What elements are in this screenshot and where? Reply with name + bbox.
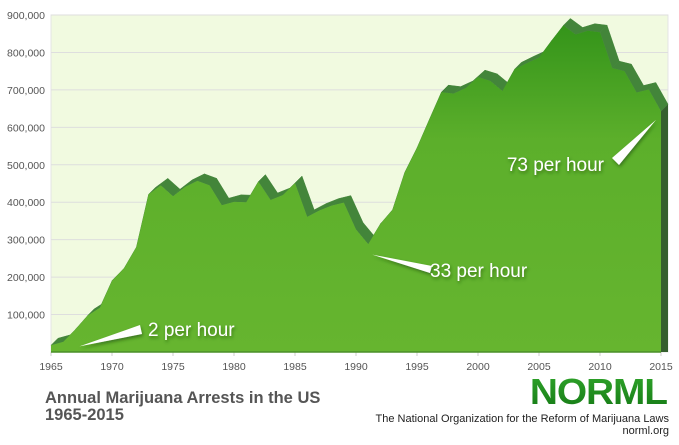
annotation-pointer: [612, 119, 656, 165]
x-tick-label: 1985: [283, 361, 307, 373]
annotation-label: 73 per hour: [507, 155, 605, 176]
chart-title-line1: Annual Marijuana Arrests in the US: [45, 389, 321, 407]
area-fill: [51, 25, 661, 353]
annotation-pointer: [372, 254, 432, 273]
annotation-label: 2 per hour: [148, 320, 235, 341]
y-tick-label: 200,000: [7, 272, 45, 284]
organization-info: The National Organization for the Reform…: [376, 413, 669, 437]
x-tick-label: 1970: [100, 361, 124, 373]
organization-name: The National Organization for the Reform…: [375, 413, 669, 425]
x-tick-label: 2010: [588, 361, 612, 373]
y-tick-label: 100,000: [7, 310, 45, 322]
x-axis-ticks: 1965 1970 1975 1980 1985 1990 1995 2000 2005 2010…: [39, 352, 673, 373]
y-tick-label: 600,000: [7, 122, 45, 134]
y-tick-label: 400,000: [7, 197, 45, 209]
x-tick-label: 2015: [649, 361, 673, 373]
chart-title-line2: 1965-2015: [45, 406, 124, 424]
x-tick-label: 1990: [344, 361, 368, 373]
chart-title: Annual Marijuana Arrests in the US 1965-…: [45, 390, 320, 424]
y-tick-label: 900,000: [7, 10, 45, 22]
organization-url[interactable]: norml.org: [622, 425, 669, 437]
y-tick-label: 800,000: [7, 47, 45, 59]
y-axis-ticks: 100,000 200,000 300,000 400,000 500,000 600,0…: [7, 10, 45, 322]
annotations: 2 per hour 33 per hour 73 per hour: [79, 119, 656, 347]
x-tick-label: 2005: [527, 361, 551, 373]
y-tick-label: 300,000: [7, 235, 45, 247]
x-tick-label: 1995: [405, 361, 429, 373]
x-tick-label: 1965: [39, 361, 63, 373]
area-side-face: [661, 104, 668, 352]
x-tick-label: 1975: [161, 361, 185, 373]
y-tick-label: 500,000: [7, 160, 45, 172]
area-extrusion-segment: [648, 82, 669, 112]
norml-logo: NORML: [529, 371, 668, 412]
x-tick-label: 1980: [222, 361, 246, 373]
x-tick-label: 2000: [466, 361, 490, 373]
y-tick-label: 700,000: [7, 85, 45, 97]
annotation-pointer: [79, 325, 142, 347]
series-area: [50, 18, 669, 353]
annotation-label: 33 per hour: [430, 261, 528, 282]
arrests-area-chart: 100,000 200,000 300,000 400,000 500,000 600,0…: [7, 10, 673, 373]
